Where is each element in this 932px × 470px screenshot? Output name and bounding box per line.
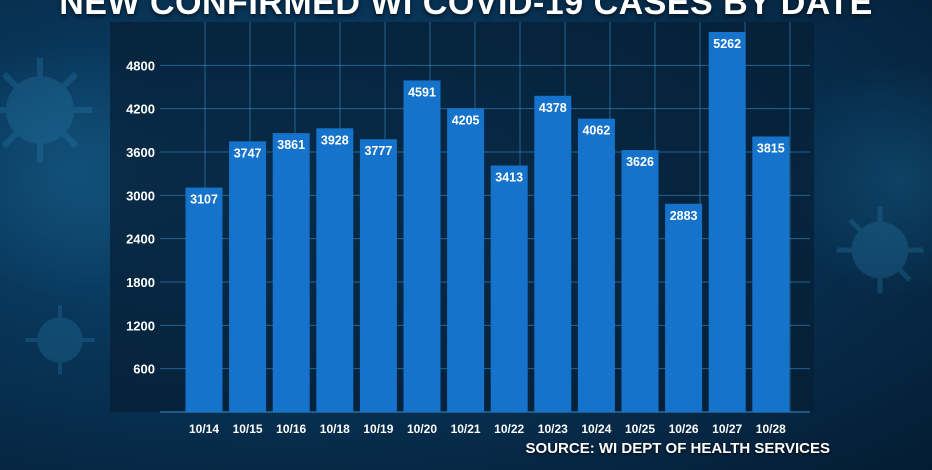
data-label: 4378 (539, 101, 567, 115)
y-tick-label: 1800 (126, 275, 155, 290)
bar (272, 133, 310, 412)
bar (403, 80, 441, 412)
data-label: 3626 (626, 155, 654, 169)
virus-icon (0, 58, 92, 162)
bar-chart: 600 1200 1800 2400 3000 3600 4200 4800 3107 10/14… (126, 22, 810, 436)
bar (752, 136, 790, 412)
data-label: 3861 (277, 138, 305, 152)
data-label: 3815 (757, 141, 785, 155)
bar (534, 95, 572, 413)
bar (708, 31, 746, 412)
data-label: 3413 (495, 171, 523, 185)
data-label: 3747 (234, 146, 262, 160)
chart-title: NEW CONFIRMED WI COVID-19 CASES BY DATE (59, 0, 873, 22)
bar (490, 165, 528, 412)
bar (229, 141, 267, 412)
bar (665, 203, 703, 412)
x-tick-label: 10/27 (712, 422, 742, 436)
bar (316, 128, 354, 413)
bar (621, 150, 659, 412)
x-tick-label: 10/25 (625, 422, 655, 436)
data-label: 4205 (452, 113, 480, 127)
x-tick-label: 10/16 (276, 422, 306, 436)
y-tick-label: 3600 (126, 145, 155, 160)
x-tick-label: 10/21 (451, 422, 481, 436)
y-tick-label: 1200 (126, 318, 155, 333)
virus-icon (836, 206, 924, 294)
bar (577, 118, 615, 412)
data-label: 3777 (364, 144, 392, 158)
y-tick-label: 600 (133, 362, 155, 377)
source-note: SOURCE: WI DEPT OF HEALTH SERVICES (525, 440, 830, 457)
data-label: 3928 (321, 133, 349, 147)
y-tick-label: 3000 (126, 188, 155, 203)
bar (185, 187, 223, 412)
x-tick-label: 10/24 (581, 422, 611, 436)
bar (447, 108, 485, 413)
y-tick-label: 2400 (126, 232, 155, 247)
data-label: 4062 (582, 124, 610, 138)
x-tick-label: 10/28 (756, 422, 786, 436)
virus-icon (25, 305, 95, 375)
y-tick-label: 4800 (126, 58, 155, 73)
x-tick-label: 10/20 (407, 422, 437, 436)
x-tick-label: 10/22 (494, 422, 524, 436)
x-tick-label: 10/19 (363, 422, 393, 436)
x-tick-label: 10/26 (669, 422, 699, 436)
data-label: 3107 (190, 193, 218, 207)
data-label: 4591 (408, 85, 436, 99)
bar (359, 139, 397, 412)
chart-panel: 600 1200 1800 2400 3000 3600 4200 4800 3107 10/14… (110, 22, 814, 436)
x-tick-label: 10/23 (538, 422, 568, 436)
data-label: 5262 (713, 37, 741, 51)
y-tick-label: 4200 (126, 102, 155, 117)
x-tick-label: 10/15 (233, 422, 263, 436)
x-tick-label: 10/18 (320, 422, 350, 436)
x-tick-label: 10/14 (189, 422, 219, 436)
data-label: 2883 (670, 209, 698, 223)
